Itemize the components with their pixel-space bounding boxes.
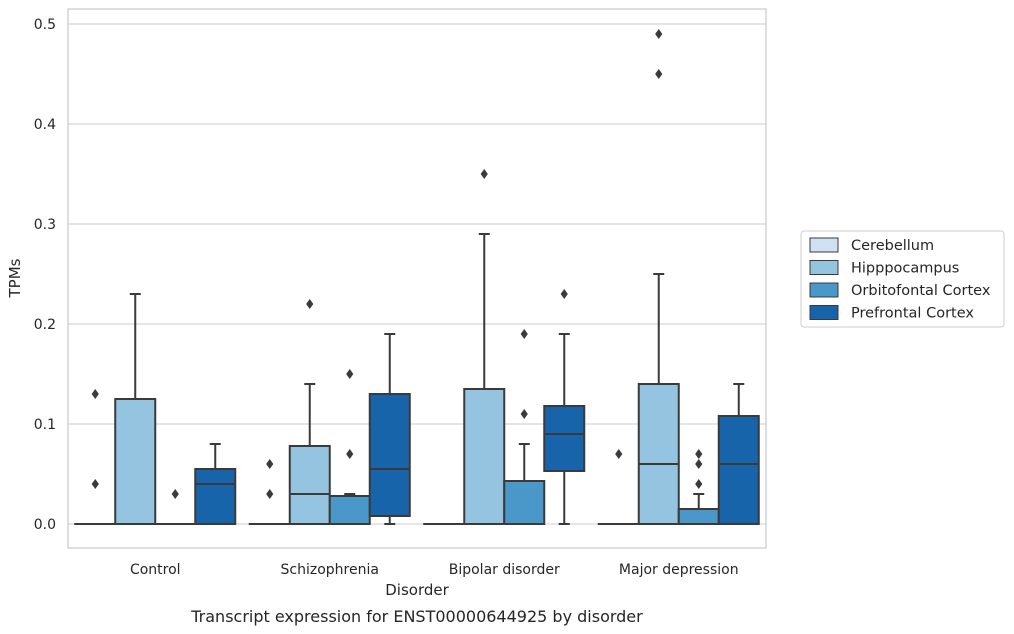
- outlier-point: [306, 299, 314, 309]
- x-tick-label: Schizophrenia: [281, 562, 379, 578]
- outlier-point: [91, 389, 99, 399]
- legend-entry: Orbitofontal Cortex: [809, 282, 991, 299]
- box-prefrontal-cortex-bipolar-disorder: [543, 289, 586, 525]
- x-tick-label: Bipolar disorder: [449, 562, 560, 578]
- boxes: [74, 29, 760, 526]
- outlier-point: [171, 489, 179, 499]
- box-body: [288, 445, 331, 525]
- box-cerebellum-control: [74, 389, 117, 526]
- outlier-point: [346, 449, 354, 459]
- outlier-point: [91, 479, 99, 489]
- legend-frame: [800, 230, 1005, 328]
- box-body: [368, 393, 411, 517]
- box-orbitofontal-cortex-bipolar-disorder: [503, 329, 546, 525]
- outlier-point: [695, 459, 703, 469]
- plot-area-frame: [67, 8, 767, 549]
- outlier-point: [480, 169, 488, 179]
- box-body: [677, 508, 720, 525]
- box-body: [637, 383, 680, 525]
- box-hipppocampus-major-depression: [637, 29, 680, 525]
- outlier-point: [560, 289, 568, 299]
- legend-label: Prefrontal Cortex: [851, 306, 974, 322]
- box-hipppocampus-bipolar-disorder: [463, 169, 506, 525]
- legend-entry: Hipppocampus: [809, 260, 959, 277]
- y-tick-label: 0.1: [34, 417, 56, 433]
- outlier-point: [346, 369, 354, 379]
- outlier-point: [615, 449, 623, 459]
- box-cerebellum-schizophrenia: [248, 459, 291, 526]
- box-prefrontal-cortex-control: [194, 443, 237, 525]
- legend-entry: Cerebellum: [809, 237, 934, 254]
- x-axis-label: Disorder: [385, 581, 449, 599]
- x-tick-label: Control: [130, 562, 181, 578]
- legend-label: Orbitofontal Cortex: [851, 283, 991, 299]
- legend-swatch: [809, 237, 839, 253]
- y-axis-label: TPMs: [6, 258, 24, 298]
- box-body: [114, 398, 157, 525]
- y-tick-label: 0.4: [34, 117, 56, 133]
- y-tick-label: 0.3: [34, 217, 56, 233]
- box-hipppocampus-schizophrenia: [288, 299, 331, 525]
- legend-swatch: [809, 282, 839, 298]
- y-tick-label: 0.5: [34, 17, 56, 33]
- box-body: [543, 405, 586, 472]
- box-body: [463, 388, 506, 525]
- legend-label: Cerebellum: [851, 238, 934, 254]
- outlier-point: [266, 489, 274, 499]
- box-orbitofontal-cortex-schizophrenia: [328, 369, 371, 525]
- legend-label: Hipppocampus: [851, 261, 959, 277]
- y-tick-label: 0.0: [34, 517, 56, 533]
- box-body: [194, 468, 237, 525]
- outlier-point: [695, 449, 703, 459]
- outlier-point: [655, 69, 663, 79]
- outlier-point: [520, 409, 528, 419]
- box-prefrontal-cortex-major-depression: [717, 383, 760, 525]
- legend: Cerebellum Hipppocampus Orbitofontal Corte…: [800, 230, 1005, 328]
- box-cerebellum-major-depression: [597, 449, 640, 526]
- box-hipppocampus-control: [114, 293, 157, 525]
- y-axis-ticks: 0.0 0.1 0.2 0.3 0.4 0.5: [34, 17, 56, 533]
- legend-swatch: [809, 260, 839, 275]
- box-body: [503, 480, 546, 525]
- chart-caption: Transcript expression for ENST0000064492…: [190, 607, 643, 626]
- box-orbitofontal-cortex-major-depression: [677, 449, 720, 525]
- legend-entry: Prefrontal Cortex: [809, 305, 974, 322]
- x-tick-label: Major depression: [619, 562, 739, 578]
- box-body: [328, 495, 371, 525]
- x-axis-ticks: Control Schizophrenia Bipolar disorder Majo…: [130, 562, 739, 578]
- outlier-point: [655, 29, 663, 39]
- outlier-point: [266, 459, 274, 469]
- outlier-point: [520, 329, 528, 339]
- legend-swatch: [809, 305, 839, 320]
- box-orbitofontal-cortex-control: [154, 489, 197, 526]
- y-tick-label: 0.2: [34, 317, 56, 333]
- box-prefrontal-cortex-schizophrenia: [368, 333, 411, 525]
- box-body: [717, 415, 760, 525]
- outlier-point: [695, 479, 703, 489]
